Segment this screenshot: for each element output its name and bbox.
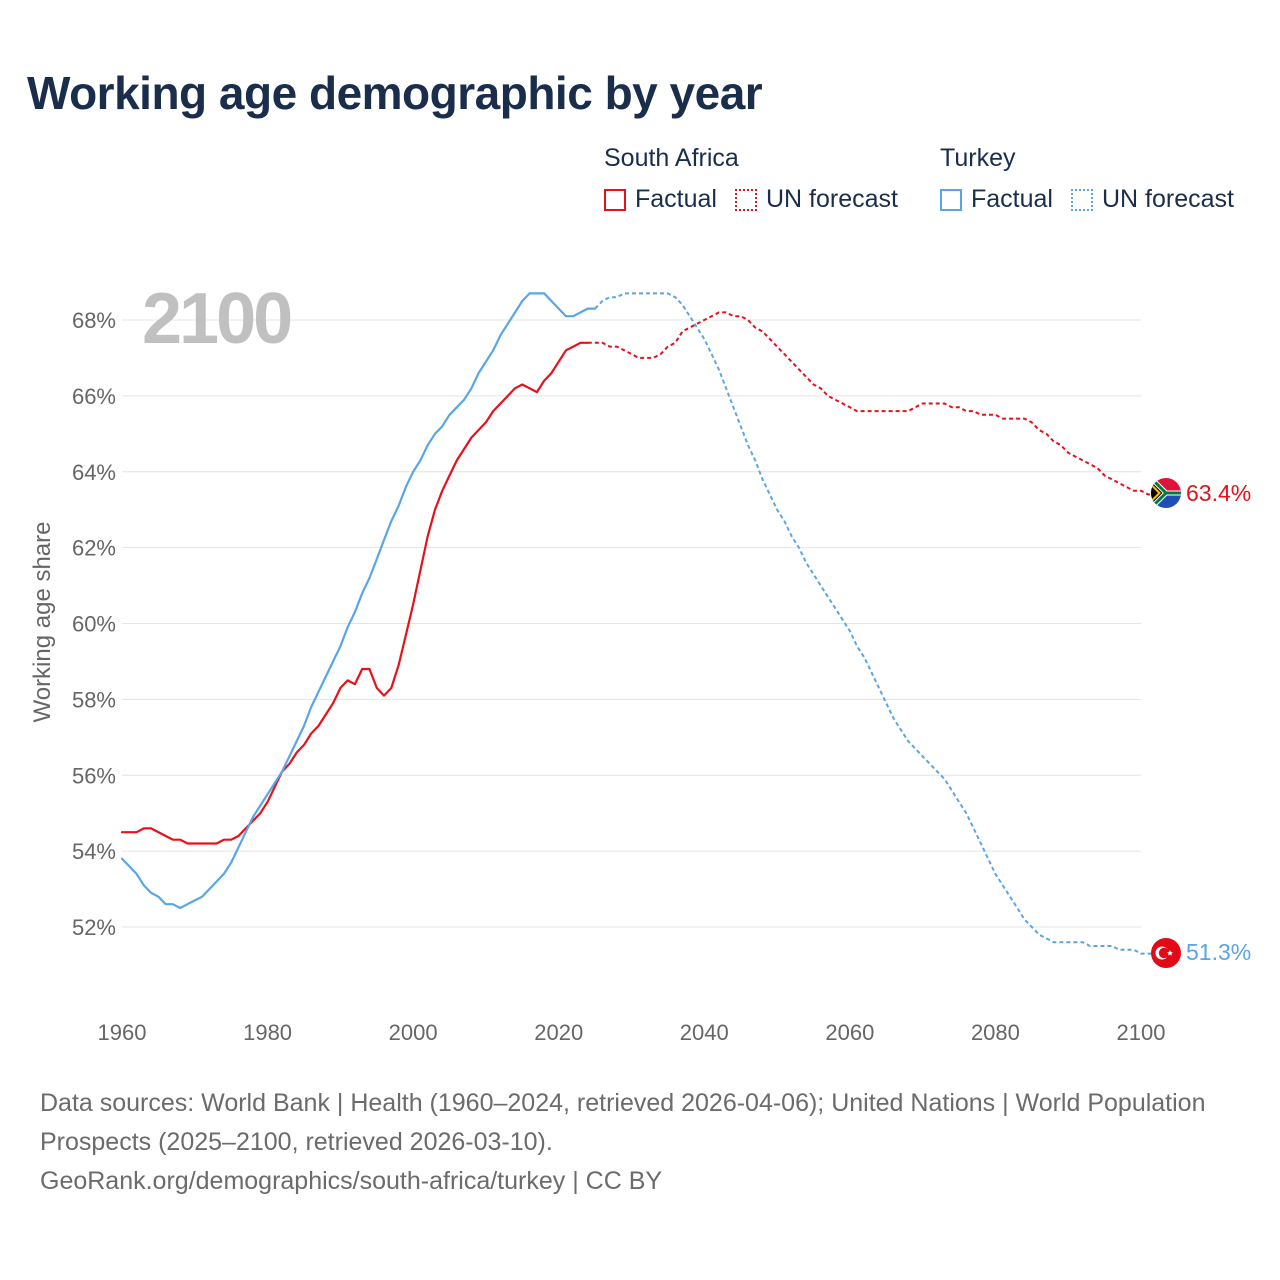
x-tick-label: 2080 [971, 1020, 1020, 1045]
legend-title-turkey: Turkey [940, 144, 1016, 172]
x-tick-label: 2020 [534, 1020, 583, 1045]
legend-label: UN forecast [1101, 185, 1234, 213]
y-tick-label: 66% [72, 384, 116, 409]
y-tick-label: 54% [72, 839, 116, 864]
legend-group-south-africa: South Africa Factual UN forecast [604, 144, 898, 214]
legend-label: Factual [635, 185, 717, 213]
series-line-south-africa-factual [120, 341, 589, 845]
series-line-south-africa-forecast [587, 311, 1156, 496]
x-tick-label: 2100 [1117, 1020, 1166, 1045]
y-tick-label: 60% [72, 612, 116, 637]
turkey-flag-icon [1151, 938, 1181, 968]
year-label: 2100 [142, 279, 291, 359]
series-lines [120, 292, 1156, 955]
y-axis: 52% 54% 56% 58% 60% 62% 64% 66% 68% [72, 308, 116, 940]
x-tick-label: 2000 [389, 1020, 438, 1045]
legend-item-turkey-forecast[interactable]: UN forecast [1070, 185, 1234, 214]
south-africa-flag-icon [1151, 478, 1181, 508]
footer: Data sources: World Bank | Health (1960–… [40, 1084, 1220, 1201]
legend-swatch-solid [604, 188, 626, 211]
attribution-link[interactable]: GeoRank.org/demographics/south-africa/tu… [40, 1167, 663, 1195]
y-tick-label: 62% [72, 536, 116, 561]
legend-swatch-dotted [734, 188, 757, 211]
y-tick-label: 58% [72, 687, 116, 712]
chart-title: Working age demographic by year [27, 67, 763, 119]
y-tick-label: 64% [72, 460, 116, 485]
legend-swatch-dotted [1070, 188, 1093, 211]
legend-swatch-solid [940, 188, 962, 211]
legend-title-south-africa: South Africa [604, 144, 739, 172]
series-line-turkey-forecast [594, 292, 1156, 955]
x-tick-label: 2060 [825, 1020, 874, 1045]
x-tick-label: 1980 [243, 1020, 292, 1045]
legend-group-turkey: Turkey Factual UN forecast [940, 144, 1234, 214]
line-chart: 52% 54% 56% 58% 60% 62% 64% 66% 68% 1960 1980 2000… [29, 279, 1251, 1045]
y-axis-title: Working age share [29, 522, 56, 723]
legend-item-south-africa-forecast[interactable]: UN forecast [734, 185, 898, 214]
legend-item-south-africa-factual[interactable]: Factual [604, 185, 717, 214]
y-tick-label: 52% [72, 915, 116, 940]
x-tick-label: 1960 [98, 1020, 147, 1045]
end-label-south-africa: 63.4% [1186, 480, 1251, 506]
legend-item-turkey-factual[interactable]: Factual [940, 185, 1053, 214]
end-label-turkey: 51.3% [1186, 939, 1251, 965]
y-tick-label: 56% [72, 763, 116, 788]
x-tick-label: 2040 [680, 1020, 729, 1045]
x-axis: 1960 1980 2000 2020 2040 2060 2080 2100 [98, 1020, 1166, 1045]
legend-label: UN forecast [765, 185, 898, 213]
data-sources-note: Data sources: World Bank | Health (1960–… [40, 1089, 1206, 1156]
y-tick-label: 68% [72, 308, 116, 333]
series-line-turkey-factual [120, 292, 597, 910]
gridlines [122, 319, 1141, 928]
legend-label: Factual [971, 185, 1053, 213]
